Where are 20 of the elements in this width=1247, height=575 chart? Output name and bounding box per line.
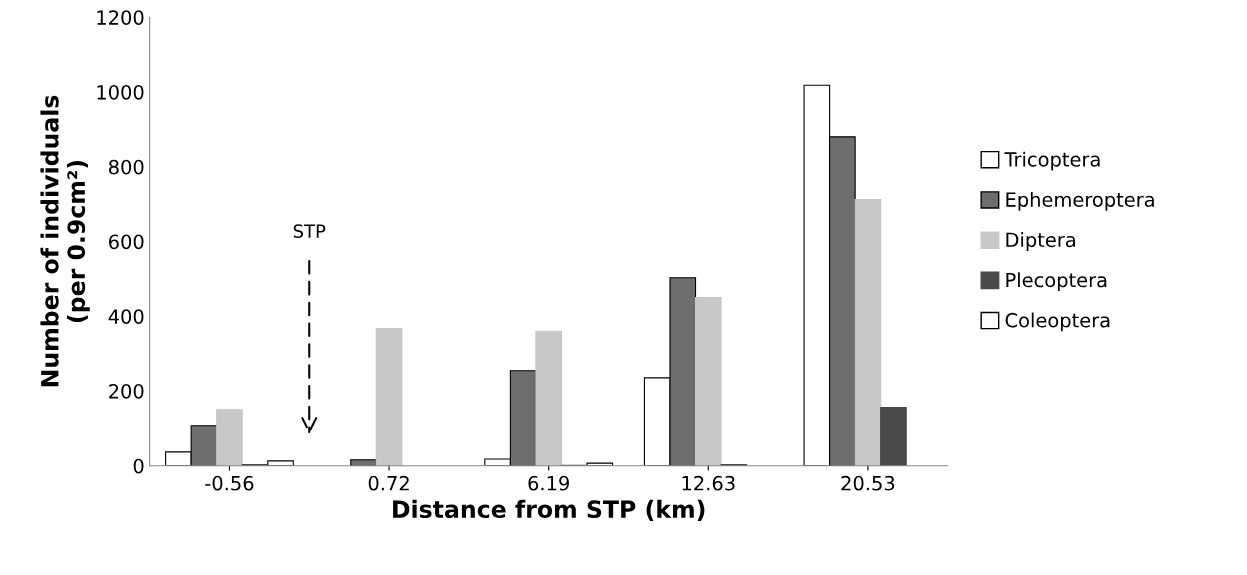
- legend-label: Tricoptera: [1004, 151, 1100, 171]
- y-tick-label: 1200: [97, 10, 144, 25]
- y-tick-label: 800: [108, 159, 144, 175]
- legend-label: Plecoptera: [1006, 272, 1107, 292]
- y-tick-label: 600: [109, 234, 144, 250]
- legend-label: Ephemeroptera: [1006, 191, 1154, 211]
- y-tick-label: 1000: [97, 84, 144, 100]
- legend-label: Coleoptera: [1005, 312, 1110, 332]
- x-tick-label: 6.19: [528, 475, 569, 491]
- x-axis-title: Distance from STP (km): [393, 499, 705, 521]
- x-tick-label: -0.56: [205, 475, 254, 491]
- x-tick-label: 12.63: [682, 475, 735, 491]
- y-tick-label: 200: [109, 383, 144, 399]
- y-tick-label: 400: [108, 309, 144, 324]
- y-tick-label: 0: [133, 458, 144, 474]
- annotation: STP: [293, 224, 326, 238]
- y-axis-title: Number of individuals (per 0.9cm²): [40, 95, 90, 387]
- legend-label: Diptera: [1006, 232, 1075, 251]
- x-tick-label: 0.72: [368, 475, 409, 491]
- x-tick-label: 20.53: [841, 475, 895, 491]
